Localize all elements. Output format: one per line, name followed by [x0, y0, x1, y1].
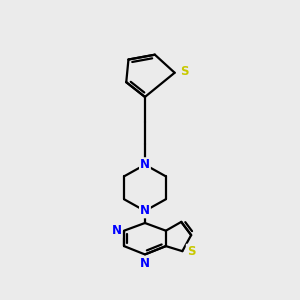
Text: N: N	[140, 204, 150, 218]
Text: N: N	[140, 158, 150, 171]
Text: S: S	[180, 65, 189, 78]
Text: S: S	[187, 245, 195, 258]
Text: N: N	[140, 257, 150, 270]
Text: N: N	[111, 224, 122, 237]
